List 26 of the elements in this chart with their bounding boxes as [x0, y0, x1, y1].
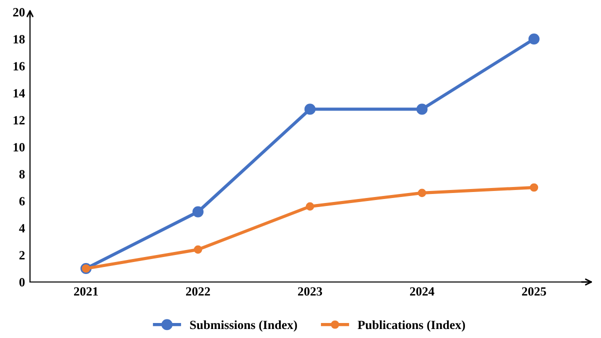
x-tick-label: 2021: [74, 287, 98, 296]
y-tick-label: 16: [14, 62, 25, 70]
y-tick-label: 6: [19, 197, 25, 206]
point: [528, 33, 540, 45]
y-tick-label: 10: [14, 143, 25, 152]
y-tick-label: 8: [19, 170, 25, 178]
point: [418, 188, 426, 198]
y-tick-label: 0: [19, 278, 25, 286]
legend-label: Publications (Index): [358, 320, 465, 332]
y-tick-label: 2: [19, 251, 25, 260]
y-tick-label: 4: [19, 224, 25, 232]
legend-label: Submissions (Index): [190, 320, 297, 332]
y-tick-label: 20: [13, 8, 25, 16]
point: [304, 104, 316, 115]
point: [306, 202, 314, 211]
point: [194, 245, 202, 254]
y-tick-label: 12: [14, 116, 25, 124]
x-tick-label: 2025: [522, 287, 546, 296]
y-tick-label: 14: [14, 89, 25, 98]
y-tick-label: 18: [14, 35, 25, 44]
x-tick-label: 2022: [186, 287, 210, 296]
x-tick-label: 2024: [410, 287, 434, 296]
point: [192, 206, 204, 218]
point: [416, 104, 428, 115]
point: [530, 183, 538, 192]
x-tick-label: 2023: [298, 287, 322, 296]
